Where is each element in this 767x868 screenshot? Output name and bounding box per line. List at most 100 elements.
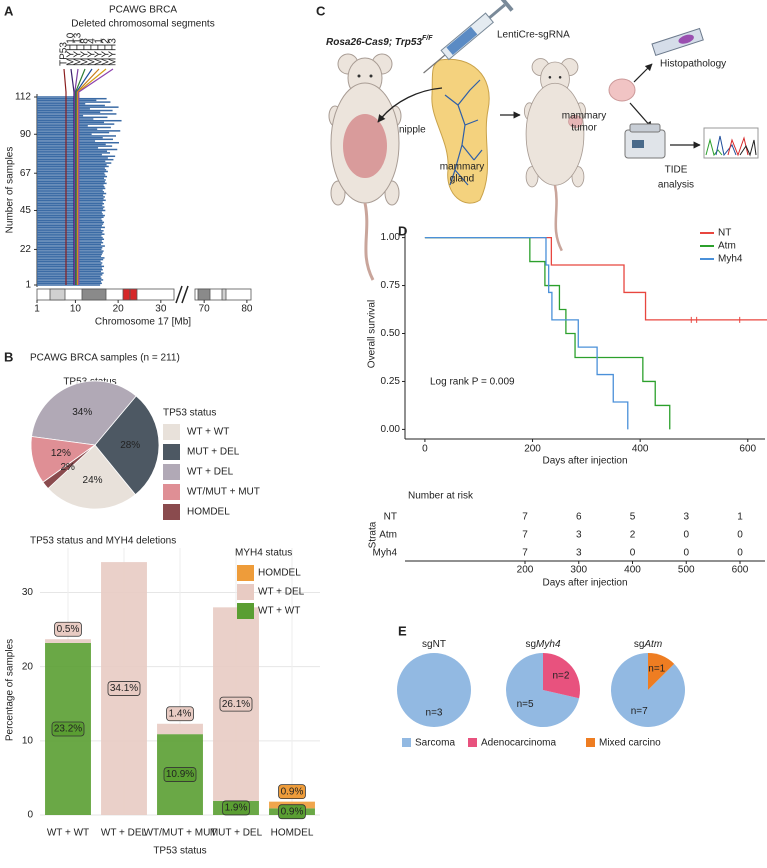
segment-bar xyxy=(37,118,94,120)
segment-bar xyxy=(37,199,106,202)
pie-label: 24% xyxy=(83,475,103,486)
risk-row-label: Myh4 xyxy=(373,548,398,559)
gene-line xyxy=(75,68,86,285)
tumor-label: tumor xyxy=(571,123,597,134)
segment-bar xyxy=(37,233,105,235)
risk-row-label: NT xyxy=(384,512,397,523)
segment-bar xyxy=(37,275,101,278)
label-box xyxy=(107,681,141,696)
x-tick-label: 400 xyxy=(632,444,649,455)
segment-bar xyxy=(37,224,102,227)
risk-x-tick-label: 400 xyxy=(624,565,641,576)
legend-label: HOMDEL xyxy=(187,507,230,518)
segment-bar xyxy=(37,175,108,178)
legend-label: WT + WT xyxy=(187,427,229,438)
gene-label: MYH13 xyxy=(73,32,84,66)
gene-line xyxy=(75,68,93,285)
legend-swatch xyxy=(468,738,477,747)
y-tick-label: 45 xyxy=(20,205,32,216)
segment-bar xyxy=(37,202,105,205)
legend-swatch xyxy=(237,584,254,600)
segment-bar xyxy=(37,267,102,269)
y-axis-label: Overall survival xyxy=(367,300,378,368)
segment-bar xyxy=(37,248,102,251)
segment-bar xyxy=(37,192,107,195)
x-axis-label: TP53 status xyxy=(153,846,206,857)
gene-label: MYH4 xyxy=(87,38,98,66)
segment-bar xyxy=(37,160,106,163)
segment-bar xyxy=(37,279,104,281)
pie-label: 2% xyxy=(60,462,75,473)
risk-table-title: Number at risk xyxy=(408,491,474,502)
pie-slice xyxy=(506,653,580,727)
x-tick-label: 600 xyxy=(739,444,756,455)
annotation: Log rank P = 0.009 xyxy=(430,377,515,388)
pie-label: n=2 xyxy=(552,670,569,681)
legend-swatch xyxy=(163,464,180,480)
legend-label: NT xyxy=(718,228,731,239)
bar-label: 23.2% xyxy=(54,724,82,735)
x-tick-label: WT/MUT + MUT xyxy=(144,828,217,839)
segment-bar xyxy=(37,165,109,168)
pie-title-part: Atm xyxy=(643,639,662,650)
segment-bar xyxy=(37,263,102,266)
segment-bar xyxy=(37,246,103,249)
pie-title-part: sg xyxy=(634,639,645,650)
segment-bar xyxy=(37,174,106,176)
gene-line xyxy=(78,68,114,285)
panel-letter: D xyxy=(398,223,407,238)
segment-bar xyxy=(37,103,86,105)
segment-bar xyxy=(37,177,105,180)
segment-bar xyxy=(37,262,103,264)
segment-bar xyxy=(37,108,90,110)
illustration: Rosa26-Cas9; Trp53F/F LentiCre-sgRNA nip… xyxy=(326,0,759,281)
segment-bar xyxy=(37,209,106,212)
segment-bar xyxy=(37,128,98,130)
gene-line xyxy=(76,68,100,285)
segment-bar xyxy=(37,240,102,242)
pie-label: n=5 xyxy=(517,699,534,710)
risk-table-ylabel: Strata xyxy=(368,521,379,548)
y-tick-label: 112 xyxy=(15,92,31,103)
legend-label: WT + WT xyxy=(258,606,300,617)
gene-line xyxy=(74,68,79,285)
y-tick-label: 67 xyxy=(20,168,32,179)
chart-title: PCAWG BRCA samples (n = 211) xyxy=(30,353,180,364)
legend-label: Myh4 xyxy=(718,254,743,265)
sequencer xyxy=(624,123,666,159)
x-tick-label: 20 xyxy=(113,304,125,315)
chart-title: PCAWG BRCA xyxy=(109,5,177,16)
legend-swatch xyxy=(237,565,254,581)
nipple-label: nipple xyxy=(399,125,426,136)
segment-bar xyxy=(37,187,106,190)
pie-label: 28% xyxy=(120,440,140,451)
gland-ducts xyxy=(444,79,483,186)
segment-bar xyxy=(37,213,103,215)
pie-label: n=3 xyxy=(426,708,443,719)
panel-letter: A xyxy=(4,3,14,18)
risk-count: 0 xyxy=(683,530,689,541)
risk-count: 0 xyxy=(630,548,636,559)
segment-bar xyxy=(37,125,88,127)
genotype: Rosa26-Cas9; Trp53F/F xyxy=(326,35,433,48)
genotype-superscript: F/F xyxy=(422,35,433,42)
segment-bar xyxy=(37,257,105,259)
bar-segment xyxy=(157,723,203,735)
segment-bar xyxy=(37,114,84,117)
gland-label: gland xyxy=(450,174,474,185)
segment-bar xyxy=(37,272,104,274)
risk-count: 7 xyxy=(522,548,528,559)
segment-bar xyxy=(37,270,102,273)
segment-bar xyxy=(37,150,108,152)
segment-bar xyxy=(37,116,108,119)
segment-bar xyxy=(37,179,106,181)
bar-segment xyxy=(45,639,91,643)
label-box xyxy=(166,706,194,722)
vector-label: LentiCre-sgRNA xyxy=(497,30,570,41)
segment-bar xyxy=(37,163,107,166)
segment-bar xyxy=(37,245,105,247)
chromatogram xyxy=(703,127,759,159)
gene-label: TP53 xyxy=(59,42,70,66)
segment-bar xyxy=(37,250,104,252)
arrow xyxy=(377,87,443,123)
